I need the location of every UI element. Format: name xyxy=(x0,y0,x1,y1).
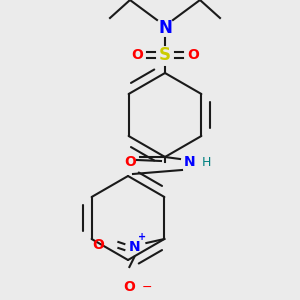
Text: O: O xyxy=(131,48,143,62)
Text: +: + xyxy=(138,232,146,242)
Text: N: N xyxy=(129,240,140,254)
Text: S: S xyxy=(159,46,171,64)
Text: N: N xyxy=(158,19,172,37)
Text: O: O xyxy=(124,155,136,169)
Text: H: H xyxy=(201,155,211,169)
Text: O: O xyxy=(187,48,199,62)
Text: O: O xyxy=(92,238,104,252)
Text: −: − xyxy=(142,280,153,293)
Text: N: N xyxy=(184,155,196,169)
Text: O: O xyxy=(123,280,135,294)
